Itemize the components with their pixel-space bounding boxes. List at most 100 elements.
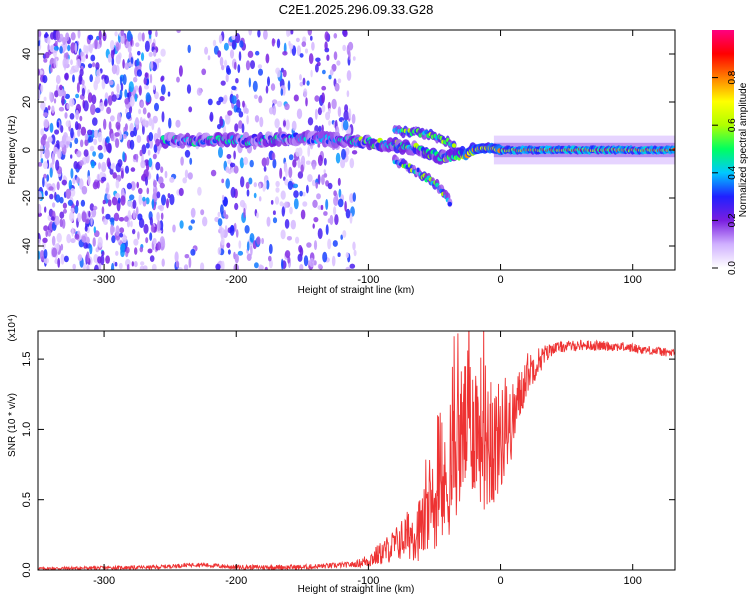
heatmap-cell bbox=[317, 154, 323, 167]
heatmap-cell bbox=[300, 155, 306, 166]
x-tick-label: 100 bbox=[624, 575, 642, 587]
heatmap-cell bbox=[115, 54, 121, 65]
heatmap-cell bbox=[151, 119, 155, 131]
heatmap-cell bbox=[134, 247, 138, 255]
heatmap-cell bbox=[101, 161, 107, 173]
heatmap-cell bbox=[151, 198, 155, 209]
heatmap-cell bbox=[123, 216, 129, 222]
heatmap-cell bbox=[90, 54, 96, 62]
heatmap-cell bbox=[129, 95, 135, 107]
heatmap-cell bbox=[252, 80, 258, 92]
heatmap-cell bbox=[296, 108, 303, 120]
heatmap-cell bbox=[333, 206, 337, 216]
heatmap-cell bbox=[271, 38, 275, 47]
heatmap-cell bbox=[285, 166, 288, 178]
heatmap-cell bbox=[284, 103, 290, 111]
heatmap-cell bbox=[84, 133, 89, 141]
heatmap-cell bbox=[105, 143, 112, 153]
heatmap-cell bbox=[334, 214, 339, 226]
heatmap-cell bbox=[209, 111, 214, 122]
heatmap-cell bbox=[315, 181, 319, 189]
heatmap-cell bbox=[122, 151, 126, 162]
heatmap-cell bbox=[52, 146, 59, 155]
heatmap-cell bbox=[340, 234, 344, 240]
heatmap-cell bbox=[276, 69, 281, 78]
heatmap-cell bbox=[132, 199, 137, 209]
heatmap-cell bbox=[70, 127, 74, 139]
heatmap-cell bbox=[74, 121, 79, 131]
heatmap-cell bbox=[44, 148, 50, 160]
heatmap-cell bbox=[352, 56, 356, 61]
x-tick-label: -100 bbox=[357, 575, 379, 587]
heatmap-cell bbox=[274, 196, 280, 205]
heatmap-cell bbox=[227, 110, 233, 116]
heatmap-cell bbox=[81, 79, 85, 86]
heatmap-cell bbox=[40, 136, 46, 147]
heatmap-cell bbox=[249, 159, 254, 168]
heatmap-cell bbox=[109, 167, 114, 175]
heatmap-cell bbox=[227, 249, 231, 255]
heatmap-cell bbox=[55, 159, 60, 171]
heatmap-cell bbox=[159, 95, 165, 102]
heatmap-cell bbox=[148, 52, 153, 57]
heatmap-cell bbox=[201, 68, 207, 76]
heatmap-cell bbox=[215, 263, 221, 270]
heatmap-cell bbox=[50, 216, 55, 221]
heatmap-cell bbox=[76, 82, 80, 93]
heatmap-cell bbox=[47, 136, 53, 142]
heatmap-cell bbox=[71, 227, 74, 237]
heatmap-cell bbox=[126, 92, 130, 98]
heatmap-cell bbox=[43, 118, 49, 129]
heatmap-cell bbox=[344, 200, 347, 212]
heatmap-cell bbox=[151, 263, 157, 270]
heatmap-cell bbox=[231, 35, 236, 41]
snr-panel: -300 -200 -100 0 100 0.0 0.5 1.0 1.5 Height of … bbox=[7, 314, 676, 595]
heatmap-cell bbox=[115, 250, 119, 256]
heatmap-cell bbox=[153, 144, 158, 153]
heatmap-cell bbox=[102, 199, 106, 205]
heatmap-cell bbox=[137, 32, 143, 42]
heatmap-cell bbox=[129, 139, 135, 150]
heatmap-cell bbox=[257, 64, 263, 69]
heatmap-cell bbox=[244, 225, 250, 234]
heatmap-cell bbox=[77, 212, 82, 223]
heatmap-cell bbox=[111, 262, 115, 270]
heatmap-cell bbox=[45, 229, 48, 238]
y-tick-label: -40 bbox=[21, 238, 33, 254]
heatmap-cell bbox=[233, 165, 239, 174]
x-tick-label: -200 bbox=[225, 274, 247, 286]
colorbar: 0.0 0.2 0.4 0.6 0.8 Normalized spectral ampl… bbox=[712, 30, 749, 275]
heatmap-cell bbox=[248, 77, 251, 88]
heatmap-cell bbox=[267, 76, 270, 87]
heatmap-cell bbox=[60, 243, 64, 251]
heatmap-cell bbox=[104, 75, 109, 85]
heatmap-cell bbox=[272, 105, 277, 116]
heatmap-cell bbox=[231, 95, 237, 105]
heatmap-cell bbox=[79, 68, 84, 77]
heatmap-cell bbox=[156, 220, 161, 232]
heatmap-cell bbox=[68, 179, 73, 190]
heatmap-cell bbox=[88, 210, 91, 218]
heatmap-cell bbox=[103, 218, 108, 225]
heatmap-cell bbox=[275, 187, 280, 193]
x-tick-label: -300 bbox=[93, 274, 115, 286]
heatmap-cell bbox=[105, 255, 110, 264]
heatmap-cell bbox=[97, 256, 102, 264]
heatmap-cell bbox=[451, 143, 457, 148]
heatmap-cell bbox=[140, 52, 145, 61]
heatmap-cell bbox=[132, 209, 136, 220]
heatmap-cell bbox=[140, 101, 144, 109]
heatmap-cell bbox=[77, 254, 83, 262]
heatmap-cell bbox=[246, 241, 250, 252]
heatmap-cell bbox=[43, 58, 48, 63]
heatmap-cell bbox=[137, 213, 143, 221]
heatmap-cell bbox=[95, 62, 100, 70]
heatmap-cell bbox=[342, 30, 348, 38]
heatmap-cell bbox=[351, 113, 356, 124]
heatmap-cell bbox=[135, 153, 139, 163]
heatmap-cell bbox=[303, 88, 308, 98]
heatmap-cell bbox=[234, 202, 239, 211]
heatmap-cell bbox=[217, 218, 223, 227]
heatmap-cell bbox=[234, 253, 239, 264]
heatmap-cell bbox=[324, 31, 329, 41]
